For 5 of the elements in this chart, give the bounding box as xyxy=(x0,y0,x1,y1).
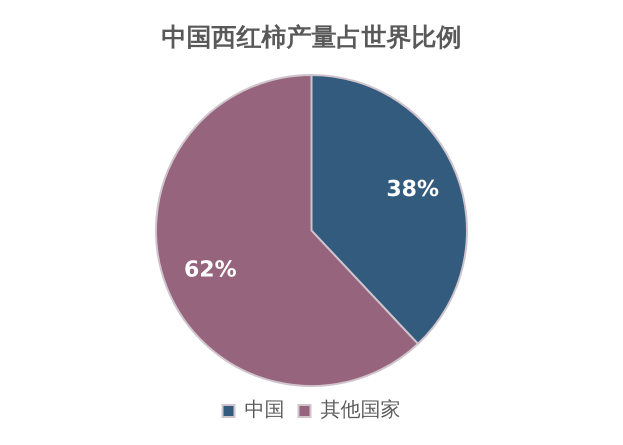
data-label: 38% xyxy=(386,177,440,202)
chart-title: 中国西红柿产量占世界比例 xyxy=(162,22,462,52)
legend-label: 其他国家 xyxy=(320,397,400,422)
legend-label: 中国 xyxy=(244,397,284,422)
data-label: 62% xyxy=(184,257,237,282)
